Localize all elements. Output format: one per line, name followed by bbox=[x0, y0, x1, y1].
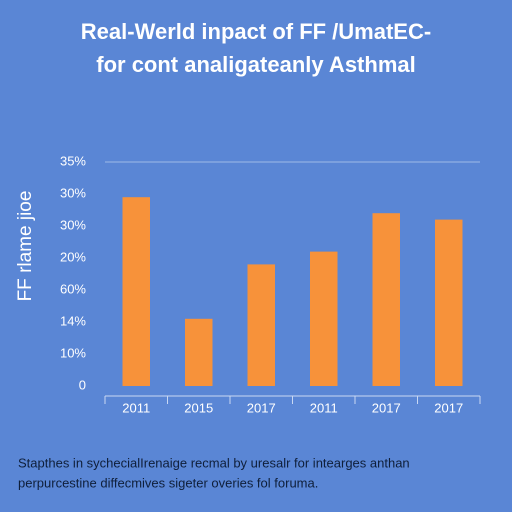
x-tick-label: 2011 bbox=[122, 400, 150, 415]
chart-title: Real-Werld inpact of FF /UmatEC- bbox=[81, 19, 431, 44]
bar bbox=[247, 264, 275, 386]
footnote: Stapthes in sychecialIrenaige recmal by … bbox=[18, 455, 410, 470]
y-tick-label: 60% bbox=[60, 281, 86, 296]
y-tick-label: 30% bbox=[60, 217, 86, 232]
bar bbox=[122, 197, 150, 386]
y-tick-label: 20% bbox=[60, 249, 86, 264]
bar bbox=[185, 318, 213, 386]
bar bbox=[372, 213, 400, 386]
bar bbox=[310, 251, 338, 386]
x-tick-label: 2017 bbox=[247, 400, 276, 415]
chart-title: for cont analigateanly Asthmal bbox=[96, 52, 415, 77]
footnote: perpurcestine diffecmives sigeter overie… bbox=[18, 475, 318, 490]
x-tick-label: 2015 bbox=[184, 400, 213, 415]
x-tick-label: 2017 bbox=[434, 400, 463, 415]
x-tick-label: 2011 bbox=[310, 400, 338, 415]
x-tick-label: 2017 bbox=[372, 400, 401, 415]
bar bbox=[435, 219, 463, 386]
y-tick-label: 30% bbox=[60, 185, 86, 200]
y-tick-label: 0 bbox=[79, 377, 86, 392]
y-tick-label: 35% bbox=[60, 153, 86, 168]
y-tick-label: 10% bbox=[60, 345, 86, 360]
y-tick-label: 14% bbox=[60, 313, 86, 328]
y-axis-label: FF rlame jioe bbox=[15, 191, 36, 302]
